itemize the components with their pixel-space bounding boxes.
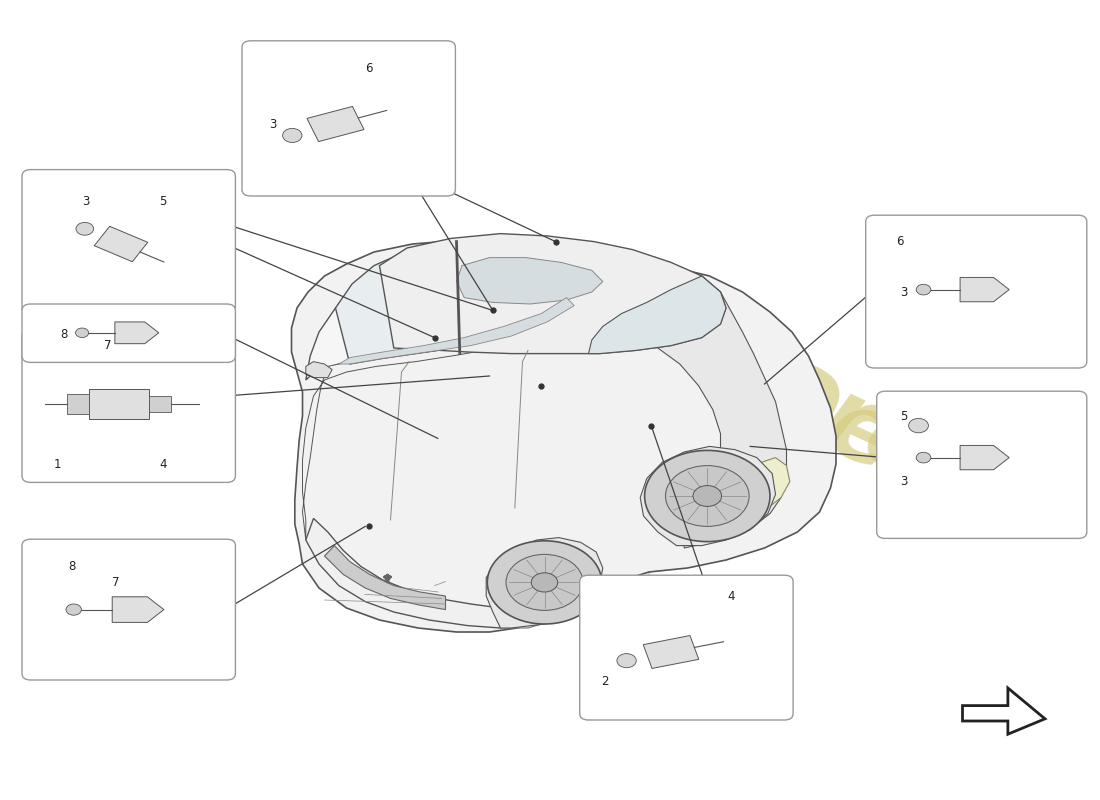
- Polygon shape: [306, 250, 600, 380]
- Polygon shape: [150, 397, 172, 411]
- Polygon shape: [324, 546, 446, 610]
- Circle shape: [916, 452, 931, 463]
- Polygon shape: [640, 446, 776, 546]
- Text: 3: 3: [270, 118, 276, 130]
- Polygon shape: [114, 322, 158, 344]
- Polygon shape: [600, 276, 786, 548]
- Text: 5: 5: [901, 410, 908, 422]
- Polygon shape: [306, 518, 500, 628]
- FancyBboxPatch shape: [242, 41, 455, 196]
- FancyBboxPatch shape: [22, 330, 235, 482]
- Polygon shape: [456, 258, 603, 304]
- Circle shape: [645, 450, 770, 542]
- Polygon shape: [292, 240, 836, 632]
- Circle shape: [76, 222, 94, 235]
- Text: 7: 7: [112, 576, 119, 589]
- Polygon shape: [960, 278, 1009, 302]
- Circle shape: [666, 466, 749, 526]
- Text: 8: 8: [60, 328, 67, 341]
- Circle shape: [283, 128, 302, 142]
- Circle shape: [506, 554, 583, 610]
- FancyBboxPatch shape: [580, 575, 793, 720]
- Polygon shape: [588, 276, 726, 354]
- Polygon shape: [307, 106, 364, 142]
- Polygon shape: [339, 298, 574, 364]
- Polygon shape: [379, 234, 726, 354]
- Text: 7: 7: [104, 339, 111, 352]
- Polygon shape: [112, 597, 164, 622]
- Text: GloDe: GloDe: [585, 275, 911, 493]
- Circle shape: [617, 654, 636, 668]
- Polygon shape: [306, 362, 332, 378]
- Polygon shape: [746, 458, 790, 510]
- Polygon shape: [95, 226, 147, 262]
- Text: a passion for parts since 1985: a passion for parts since 1985: [464, 489, 680, 599]
- Text: 3: 3: [901, 286, 908, 298]
- Polygon shape: [644, 635, 698, 669]
- Circle shape: [693, 486, 722, 506]
- Text: res: res: [807, 371, 997, 525]
- Text: 4: 4: [728, 590, 735, 602]
- Text: 1: 1: [54, 458, 60, 470]
- Polygon shape: [497, 602, 566, 628]
- Polygon shape: [302, 274, 603, 540]
- Text: 4: 4: [160, 458, 166, 470]
- Circle shape: [531, 573, 558, 592]
- FancyBboxPatch shape: [877, 391, 1087, 538]
- Polygon shape: [960, 446, 1009, 470]
- Text: 2: 2: [602, 675, 608, 688]
- Polygon shape: [66, 394, 88, 414]
- Circle shape: [66, 604, 81, 615]
- Polygon shape: [486, 538, 603, 628]
- Text: 3: 3: [901, 475, 908, 488]
- FancyBboxPatch shape: [22, 304, 235, 362]
- FancyBboxPatch shape: [866, 215, 1087, 368]
- Text: 6: 6: [365, 62, 372, 74]
- Text: 3: 3: [82, 195, 89, 208]
- FancyBboxPatch shape: [22, 539, 235, 680]
- Polygon shape: [88, 389, 150, 419]
- FancyBboxPatch shape: [22, 170, 235, 314]
- Circle shape: [487, 541, 602, 624]
- Circle shape: [76, 328, 89, 338]
- Polygon shape: [336, 242, 600, 364]
- Text: 6: 6: [896, 235, 903, 248]
- Text: 8: 8: [68, 560, 75, 573]
- Circle shape: [909, 418, 928, 433]
- Polygon shape: [962, 688, 1045, 734]
- Circle shape: [916, 284, 931, 295]
- Text: 5: 5: [160, 195, 166, 208]
